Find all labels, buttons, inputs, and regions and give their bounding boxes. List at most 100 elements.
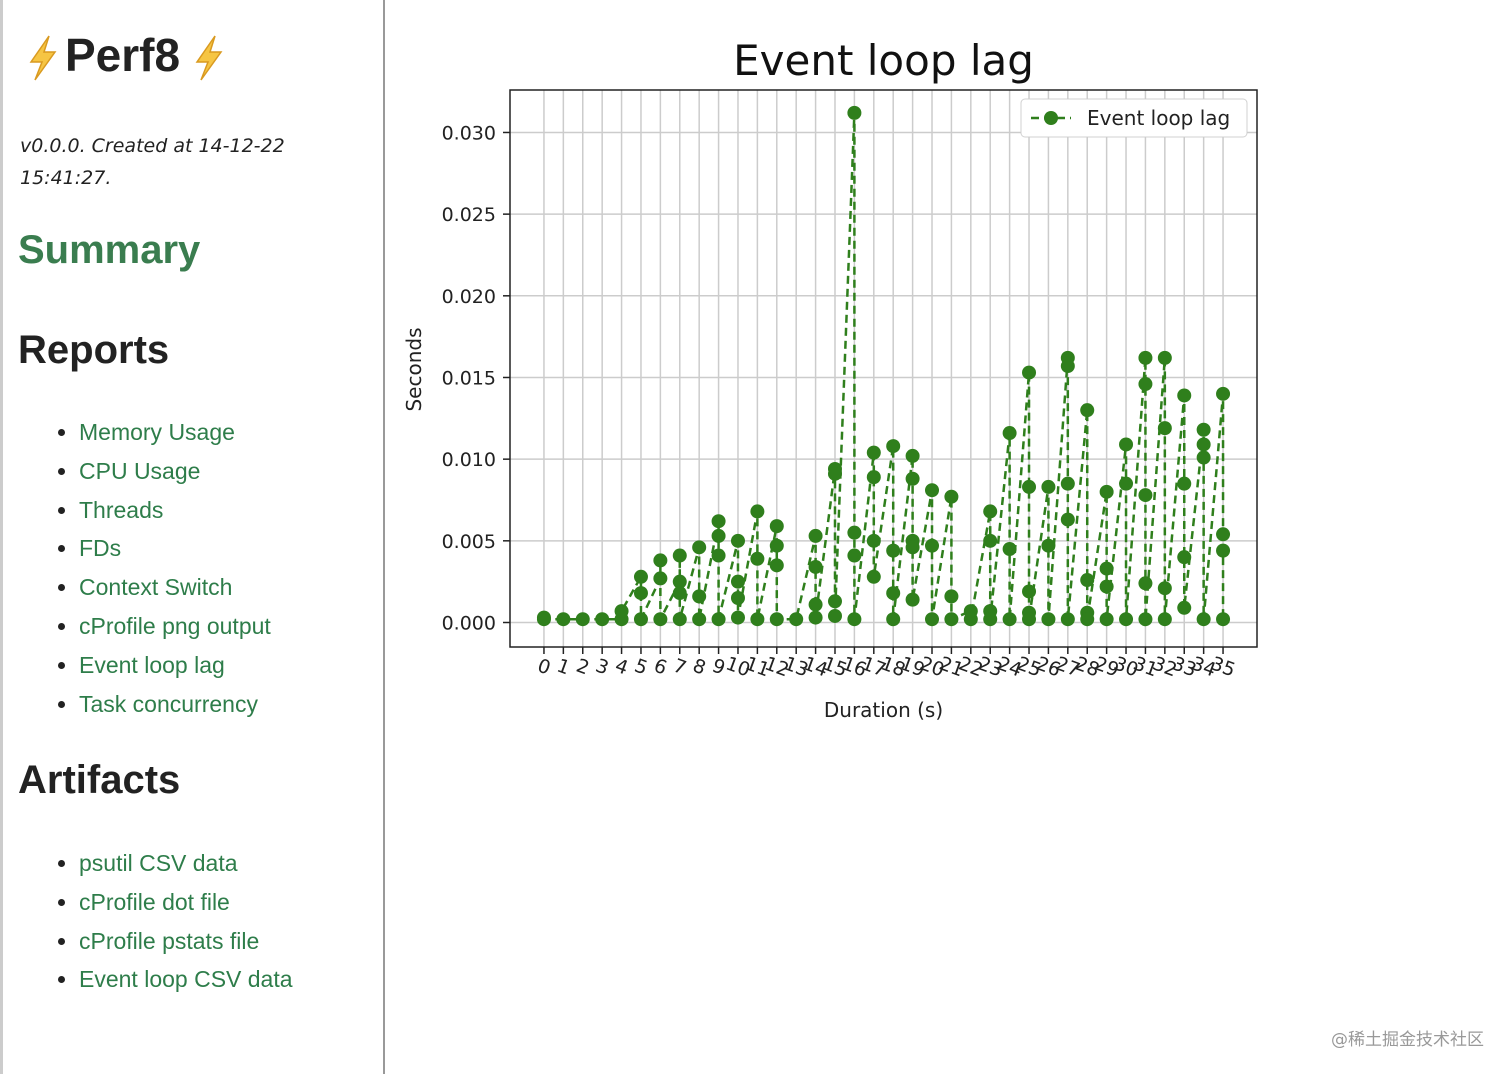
data-point bbox=[1177, 476, 1192, 491]
nav-item: psutil CSV data bbox=[79, 844, 293, 883]
data-point bbox=[1216, 612, 1231, 627]
data-point bbox=[866, 569, 881, 584]
nav-link[interactable]: cProfile pstats file bbox=[79, 927, 260, 954]
data-point bbox=[769, 519, 784, 534]
y-tick-label: 0.015 bbox=[442, 367, 496, 389]
y-tick-label: 0.005 bbox=[442, 531, 496, 553]
x-axis-label: Duration (s) bbox=[824, 698, 943, 722]
bolt-icon bbox=[195, 35, 223, 81]
y-tick-label: 0.010 bbox=[442, 449, 496, 471]
data-point bbox=[886, 612, 901, 627]
data-point bbox=[750, 612, 765, 627]
nav-link[interactable]: psutil CSV data bbox=[79, 850, 238, 876]
data-point bbox=[1002, 541, 1017, 556]
data-point bbox=[983, 612, 998, 627]
nav-link[interactable]: FDs bbox=[79, 535, 122, 562]
data-point bbox=[944, 589, 959, 604]
data-point bbox=[672, 586, 687, 601]
data-point bbox=[944, 612, 959, 627]
data-point bbox=[595, 612, 610, 627]
data-point bbox=[905, 592, 920, 607]
meta: v0.0.0. Created at 14-12-22 15:41:27. bbox=[20, 135, 285, 189]
data-point bbox=[1177, 388, 1192, 403]
nav-link[interactable]: Task concurrency bbox=[79, 690, 258, 717]
data-point bbox=[1099, 484, 1114, 499]
data-point bbox=[633, 612, 648, 627]
data-point bbox=[905, 471, 920, 486]
summary-link[interactable]: Summary bbox=[18, 228, 201, 272]
data-point bbox=[866, 470, 881, 485]
nav-link[interactable]: Threads bbox=[79, 496, 164, 523]
data-point bbox=[1060, 612, 1075, 627]
data-point bbox=[1157, 612, 1172, 627]
data-point bbox=[750, 504, 765, 519]
watermark: @稀土掘金技术社区 bbox=[1331, 1030, 1484, 1050]
data-point bbox=[653, 553, 668, 568]
data-point bbox=[847, 548, 862, 563]
nav-link[interactable]: Event loop CSV data bbox=[79, 966, 293, 993]
data-point bbox=[1022, 584, 1037, 599]
legend-marker bbox=[1044, 111, 1058, 125]
data-point bbox=[575, 612, 590, 627]
series-line bbox=[542, 112, 1225, 622]
data-point bbox=[963, 612, 978, 627]
data-point bbox=[1196, 422, 1211, 437]
data-point bbox=[633, 569, 648, 584]
data-point bbox=[808, 597, 823, 612]
data-point bbox=[1138, 350, 1153, 365]
x-tick-label: 3 bbox=[593, 655, 612, 680]
data-point bbox=[1177, 550, 1192, 565]
data-point bbox=[769, 558, 784, 573]
data-point bbox=[1177, 600, 1192, 615]
legend-box bbox=[1020, 98, 1248, 138]
y-tick-label: 0.030 bbox=[442, 122, 496, 144]
data-point bbox=[1099, 579, 1114, 594]
data-point bbox=[1216, 543, 1231, 558]
nav-link[interactable]: CPU Usage bbox=[79, 457, 201, 484]
data-point bbox=[1041, 612, 1056, 627]
bolt-icon bbox=[29, 35, 57, 81]
data-point bbox=[1138, 488, 1153, 503]
data-point bbox=[905, 448, 920, 463]
data-point bbox=[1041, 479, 1056, 494]
data-point bbox=[847, 612, 862, 627]
nav-link[interactable]: Memory Usage bbox=[79, 419, 235, 445]
data-point bbox=[653, 612, 668, 627]
data-point bbox=[1060, 476, 1075, 491]
nav-link[interactable]: cProfile dot file bbox=[79, 888, 230, 915]
data-point bbox=[711, 612, 726, 627]
data-point bbox=[692, 612, 707, 627]
data-point bbox=[847, 525, 862, 540]
data-point bbox=[730, 610, 745, 625]
nav-link[interactable]: cProfile png output bbox=[79, 612, 271, 639]
data-point bbox=[905, 540, 920, 555]
data-point bbox=[1002, 426, 1017, 441]
reports-heading: Reports bbox=[18, 328, 170, 372]
data-point bbox=[633, 586, 648, 601]
data-point bbox=[1022, 479, 1037, 494]
data-point bbox=[983, 504, 998, 519]
legend-label: Event loop lag bbox=[1087, 106, 1230, 130]
data-point bbox=[886, 586, 901, 601]
data-point bbox=[769, 538, 784, 553]
nav-item: Event loop lag bbox=[79, 646, 271, 685]
data-point bbox=[808, 559, 823, 574]
data-point bbox=[556, 612, 571, 627]
data-point bbox=[1002, 612, 1017, 627]
data-point bbox=[1022, 365, 1037, 380]
nav-item: cProfile pstats file bbox=[79, 922, 293, 961]
data-point bbox=[983, 533, 998, 548]
data-point bbox=[711, 548, 726, 563]
data-point bbox=[1099, 612, 1114, 627]
data-point bbox=[925, 483, 940, 498]
nav-item: Memory Usage bbox=[79, 413, 271, 452]
data-point bbox=[866, 533, 881, 548]
y-tick-label: 0.025 bbox=[442, 204, 496, 226]
data-point bbox=[827, 466, 842, 481]
nav-item: FDs bbox=[79, 529, 271, 568]
nav-link[interactable]: Event loop lag bbox=[79, 651, 225, 678]
data-point bbox=[808, 610, 823, 625]
nav-link[interactable]: Context Switch bbox=[79, 574, 233, 601]
data-point bbox=[614, 604, 629, 619]
